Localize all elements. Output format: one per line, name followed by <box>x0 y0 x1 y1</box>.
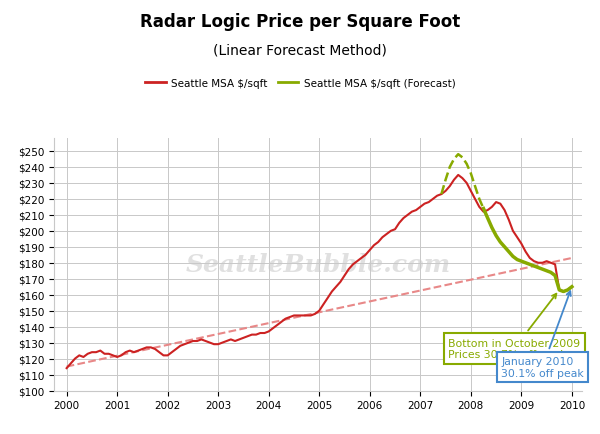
Legend: Seattle MSA $/sqft, Seattle MSA $/sqft (Forecast): Seattle MSA $/sqft, Seattle MSA $/sqft (… <box>140 75 460 93</box>
Text: Radar Logic Price per Square Foot: Radar Logic Price per Square Foot <box>140 13 460 31</box>
Text: SeattleBubble.com: SeattleBubble.com <box>185 253 451 277</box>
Text: (Linear Forecast Method): (Linear Forecast Method) <box>213 43 387 57</box>
Text: January 2010
30.1% off peak: January 2010 30.1% off peak <box>501 292 584 378</box>
Text: Bottom in October 2009
Prices 30.7% off peak: Bottom in October 2009 Prices 30.7% off … <box>448 294 580 360</box>
